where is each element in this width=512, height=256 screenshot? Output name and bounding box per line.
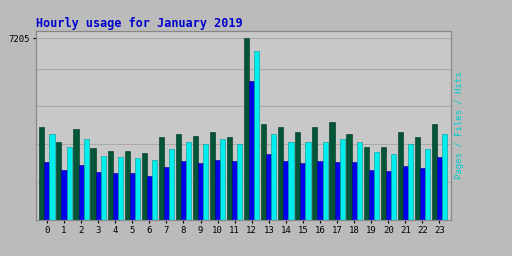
Bar xyxy=(152,159,157,220)
Bar xyxy=(339,139,345,220)
Bar xyxy=(244,38,249,220)
Bar xyxy=(108,151,113,220)
Bar xyxy=(420,168,425,220)
Bar xyxy=(113,173,118,220)
Bar xyxy=(329,122,334,220)
Bar xyxy=(169,150,174,220)
Bar xyxy=(334,162,339,220)
Y-axis label: Pages / Files / Hits: Pages / Files / Hits xyxy=(455,72,464,179)
Bar xyxy=(61,170,67,220)
Bar xyxy=(283,161,288,220)
Bar xyxy=(295,132,301,220)
Bar xyxy=(347,134,352,220)
Bar xyxy=(386,171,391,220)
Bar xyxy=(45,162,50,220)
Bar xyxy=(442,134,447,220)
Text: Hourly usage for January 2019: Hourly usage for January 2019 xyxy=(36,17,243,29)
Bar xyxy=(237,144,242,220)
Bar xyxy=(130,173,135,220)
Bar xyxy=(317,161,323,220)
Bar xyxy=(380,147,386,220)
Bar xyxy=(142,153,147,220)
Bar xyxy=(437,157,442,220)
Bar xyxy=(415,137,420,220)
Bar xyxy=(186,142,191,220)
Bar xyxy=(50,134,55,220)
Bar xyxy=(391,154,396,220)
Bar xyxy=(369,170,374,220)
Bar xyxy=(301,163,306,220)
Bar xyxy=(352,162,357,220)
Bar xyxy=(254,51,260,220)
Bar xyxy=(364,147,369,220)
Bar xyxy=(261,124,266,220)
Bar xyxy=(56,142,61,220)
Bar xyxy=(118,157,123,220)
Bar xyxy=(135,158,140,220)
Bar xyxy=(91,148,96,220)
Bar xyxy=(227,137,232,220)
Bar xyxy=(271,134,276,220)
Bar xyxy=(398,132,403,220)
Bar xyxy=(403,166,408,220)
Bar xyxy=(101,156,106,220)
Bar xyxy=(203,144,208,220)
Bar xyxy=(198,163,203,220)
Bar xyxy=(425,150,430,220)
Bar xyxy=(432,124,437,220)
Bar xyxy=(312,127,317,220)
Bar xyxy=(232,161,237,220)
Bar xyxy=(176,134,181,220)
Bar xyxy=(147,176,152,220)
Bar xyxy=(215,159,220,220)
Bar xyxy=(78,165,83,220)
Bar xyxy=(96,172,101,220)
Bar xyxy=(39,127,45,220)
Bar xyxy=(288,142,293,220)
Bar xyxy=(193,135,198,220)
Bar xyxy=(67,147,72,220)
Bar xyxy=(408,144,413,220)
Bar xyxy=(306,142,311,220)
Bar xyxy=(164,167,169,220)
Bar xyxy=(374,152,379,220)
Bar xyxy=(159,137,164,220)
Bar xyxy=(181,161,186,220)
Bar xyxy=(357,142,362,220)
Bar xyxy=(323,142,328,220)
Bar xyxy=(220,139,225,220)
Bar xyxy=(210,132,215,220)
Bar xyxy=(124,151,130,220)
Bar xyxy=(249,81,254,220)
Bar xyxy=(83,139,89,220)
Bar xyxy=(266,154,271,220)
Bar xyxy=(73,129,78,220)
Bar xyxy=(278,127,283,220)
